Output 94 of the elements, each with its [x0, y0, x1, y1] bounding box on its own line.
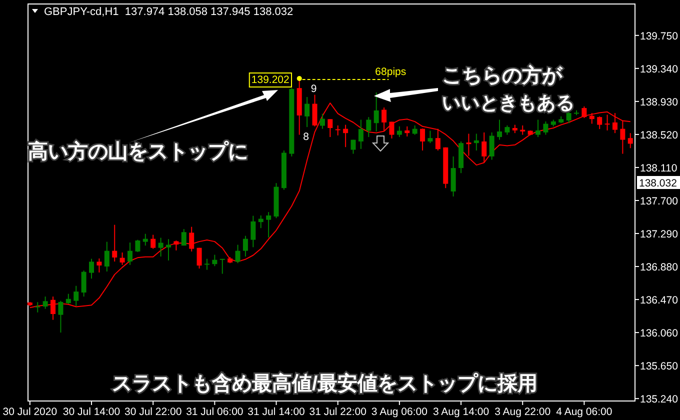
candlestick	[135, 239, 140, 253]
candlestick	[328, 118, 333, 138]
y-tick-label: 136.470	[640, 294, 678, 307]
x-tick-label: 4 Aug 06:00	[556, 406, 612, 418]
candlestick	[604, 114, 610, 131]
annotation: スラストも含め最高値/最安値をストップに採用	[112, 372, 538, 395]
x-tick-label: 31 Jul 14:00	[248, 406, 306, 418]
candlestick	[474, 133, 479, 151]
candlestick	[504, 124, 510, 136]
candlestick	[74, 285, 79, 306]
candlestick	[489, 132, 494, 160]
candlestick	[482, 132, 487, 163]
y-tick-label: 138.930	[640, 96, 678, 108]
candlestick	[142, 233, 148, 246]
candlestick	[266, 212, 272, 238]
y-tick-label: 139.340	[640, 63, 678, 76]
y-tick-label: 138.520	[640, 129, 678, 142]
candlestick	[582, 106, 587, 119]
candlestick	[128, 242, 132, 266]
candlestick	[597, 116, 602, 130]
candlestick	[536, 119, 541, 138]
candlestick	[181, 228, 186, 246]
y-tick-label: 136.880	[640, 262, 678, 274]
candlestick	[320, 113, 325, 130]
annotation: いいときもある	[442, 92, 575, 113]
candlestick	[382, 106, 387, 132]
candlestick	[428, 130, 433, 144]
candlestick	[396, 126, 402, 138]
candlestick	[335, 124, 340, 136]
candlestick	[112, 224, 118, 262]
candlestick	[196, 247, 202, 270]
candlestick	[66, 293, 71, 304]
candlestick	[212, 254, 218, 267]
ref-line-label: 68pips	[375, 66, 406, 78]
candlestick	[120, 252, 125, 266]
candlestick	[250, 215, 256, 248]
candlestick	[150, 234, 156, 250]
candlestick	[343, 124, 348, 148]
candlestick	[220, 258, 225, 274]
candlestick	[242, 235, 248, 258]
candlestick	[612, 112, 618, 134]
chart-title: GBPJPY-cd,H1 137.974 138.058 137.945 138.032	[44, 6, 294, 18]
candlestick	[435, 128, 440, 151]
candlestick	[58, 300, 64, 334]
candlestick	[412, 124, 418, 136]
candlestick	[374, 92, 379, 132]
y-tick-label: 136.060	[640, 328, 678, 340]
candlestick	[389, 121, 394, 139]
x-tick-label: 3 Aug 22:00	[494, 406, 551, 418]
candlestick	[404, 126, 410, 137]
x-tick-label: 3 Aug 06:00	[371, 406, 428, 418]
candlestick	[96, 258, 102, 273]
candlestick	[628, 132, 633, 149]
text: 138.032	[639, 178, 678, 190]
candlestick	[174, 240, 179, 251]
candlestick	[89, 258, 94, 280]
candlestick	[589, 112, 594, 124]
x-tick-label: 3 Aug 14:00	[432, 406, 490, 418]
y-tick-label: 135.650	[640, 360, 678, 373]
y-tick-label: 135.240	[640, 394, 678, 406]
annotation: こちらの方が	[442, 64, 563, 87]
candlestick	[497, 119, 502, 140]
x-tick-label: 30 Jul 14:00	[62, 406, 120, 418]
candlestick	[543, 120, 548, 136]
candlestick	[366, 116, 372, 138]
candlestick	[466, 133, 472, 156]
y-tick-label: 138.110	[640, 162, 678, 174]
candlestick	[35, 302, 40, 313]
x-tick-label: 30 Jul 22:00	[124, 406, 182, 418]
annotation: 139.202	[251, 74, 290, 86]
annotation: 高い方の山をストップに	[28, 140, 248, 163]
candlestick	[450, 156, 456, 197]
x-tick-label: 31 Jul 06:00	[186, 406, 244, 418]
y-tick-label: 139.750	[640, 30, 678, 42]
candlestick	[158, 237, 164, 258]
candlestick	[304, 96, 310, 128]
candlestick	[620, 120, 626, 154]
annotation: 8	[303, 131, 310, 143]
candlestick	[166, 238, 171, 261]
candlestick	[81, 270, 86, 298]
x-tick-label: 30 Jul 2020	[2, 406, 58, 418]
annotation: 9	[310, 83, 317, 95]
candlestick	[204, 258, 210, 270]
candlestick	[189, 226, 194, 252]
candlestick	[350, 139, 356, 154]
candlestick	[358, 119, 364, 150]
y-tick-label: 137.700	[640, 195, 678, 208]
candlestick	[42, 296, 48, 310]
candlestick	[104, 241, 110, 272]
candlestick	[235, 244, 240, 264]
y-tick-label: 137.290	[640, 228, 678, 241]
candlestick	[420, 128, 426, 151]
candlestick	[258, 214, 264, 229]
x-tick-label: 31 Jul 22:00	[309, 406, 367, 418]
